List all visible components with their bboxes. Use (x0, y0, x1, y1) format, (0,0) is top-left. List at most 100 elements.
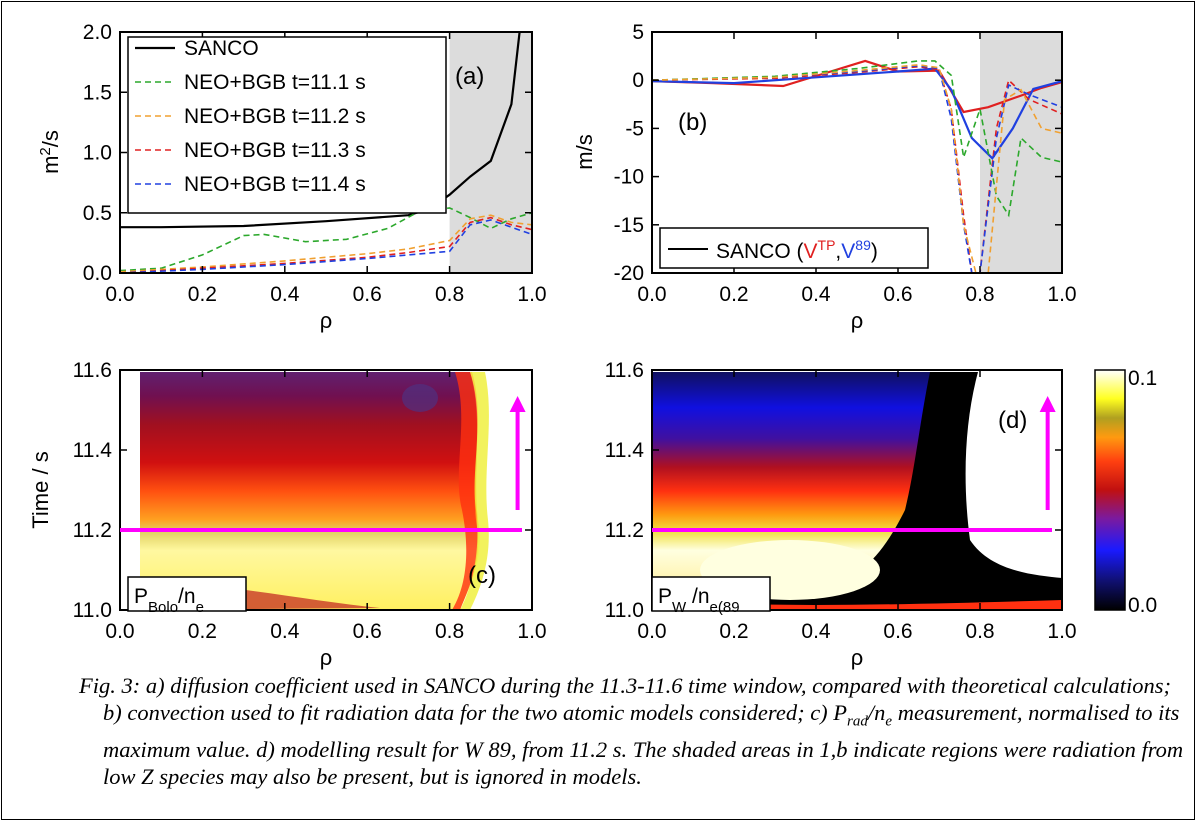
c-x-tick-label: 0.6 (353, 620, 382, 643)
b-series-line (652, 60, 1062, 218)
panel-b: 0.0 0.2 0.4 0.6 0.8 1.0 5 0 -5 -10 -15 -20 ρ m/s (b) SA… (572, 21, 1077, 333)
a-legend-label: NEO+BGB t=11.2 s (184, 105, 366, 128)
b-series-line (652, 65, 1062, 273)
b-y-label: m/s (572, 134, 597, 169)
b-legend-v89: V (841, 240, 855, 263)
d-x-tick-label: 0.8 (965, 620, 994, 643)
a-legend-label: NEO+BGB t=11.3 s (184, 139, 366, 162)
d-panel-label: (d) (998, 407, 1027, 434)
a-x-label: ρ (320, 308, 333, 333)
b-legend-prefix: SANCO ( (716, 240, 804, 263)
figure-caption: Fig. 3: a) diffusion coefficient used in… (79, 672, 1185, 790)
c-x-tick-label: 0.2 (188, 620, 217, 643)
b-x-tick-label: 0.6 (883, 283, 912, 306)
d-axes-frame (651, 369, 1063, 611)
b-y-tick-label: -5 (625, 117, 644, 140)
c-quantity-part: P (134, 585, 148, 608)
caption-sub-e: e (885, 713, 893, 730)
c-x-tick-label: 0.4 (270, 620, 300, 643)
b-legend-suffix: ) (871, 240, 878, 263)
d-quantity-part: /n (686, 585, 709, 608)
a-y-tick-label: 0.0 (83, 262, 112, 285)
b-legend-vtp-sup: TP (818, 237, 836, 253)
c-x-tick-label: 0.8 (435, 620, 464, 643)
c-quantity-part: Bolo (148, 599, 178, 616)
b-series-line (652, 63, 1062, 273)
colorbar-tick-max: 0.1 (1128, 367, 1157, 390)
c-heat-rim (460, 372, 489, 610)
panel-d: 0.0 0.2 0.4 0.6 0.8 1.0 11.0 11.2 11.4 11.6 ρ PW /n… (605, 359, 1158, 670)
a-y-tick-label: 2.0 (83, 21, 112, 44)
colorbar-tick-min: 0.0 (1128, 594, 1157, 617)
c-heat-field (140, 372, 480, 610)
c-y-label: Time / s (28, 451, 53, 528)
b-series-line (652, 67, 1062, 161)
c-quantity-label: PBolo/ne (134, 585, 204, 616)
panel-c: 0.0 0.2 0.4 0.6 0.8 1.0 11.0 11.2 11.4 11.6 ρ Time … (28, 359, 547, 670)
c-quantity-box (127, 576, 247, 612)
c-y-tick-label: 11.4 (73, 439, 113, 462)
d-quantity-part: e(89 (710, 599, 740, 616)
a-series-line (120, 214, 532, 273)
c-heat-edge (452, 372, 478, 610)
d-quantity-label: PW /ne(89 (658, 585, 740, 616)
c-quantity-part: e (196, 599, 204, 616)
b-x-tick-label: 0.0 (637, 283, 666, 306)
c-y-tick-label: 11.0 (73, 599, 112, 622)
d-x-tick-label: 0.4 (801, 620, 831, 643)
d-y-tick-label: 11.6 (605, 359, 644, 382)
c-axes-frame (119, 369, 533, 611)
b-y-tick-label: -20 (614, 262, 644, 285)
c-x-tick-label: 0.0 (105, 620, 134, 643)
a-y-label-sup: 2 (37, 147, 54, 155)
caption-fig-label: Fig. 3: (79, 673, 141, 698)
a-series-line (120, 219, 532, 273)
figure-panels: 0.0 0.2 0.4 0.6 0.8 1.0 0.0 0.5 1.0 1.5 2.0 ρ m2/s SA… (28, 21, 1158, 670)
c-y-tick-label: 11.6 (73, 359, 112, 382)
caption-sub-rad: rad (847, 713, 868, 730)
a-x-tick-label: 0.2 (188, 283, 217, 306)
d-quantity-part: W (672, 599, 687, 616)
a-series-line (120, 216, 532, 273)
colorbar (1094, 369, 1126, 611)
c-x-tick-label: 1.0 (517, 620, 546, 643)
d-quantity-box (651, 576, 771, 612)
b-x-tick-label: 1.0 (1047, 283, 1076, 306)
b-axes-frame (651, 31, 1063, 274)
a-y-label-rest: /s (38, 130, 63, 147)
c-quantity-part: /n (178, 585, 196, 608)
a-y-tick-label: 1.0 (83, 142, 112, 165)
d-time-arrow-head (1039, 396, 1056, 412)
a-legend-label: NEO+BGB t=11.1 s (184, 71, 366, 94)
caption-mid: /n (867, 700, 886, 725)
a-x-tick-label: 0.0 (105, 283, 134, 306)
a-y-tick-label: 1.5 (83, 81, 112, 104)
d-y-tick-label: 11.2 (605, 519, 644, 542)
b-legend-vtp: V (804, 240, 818, 263)
a-series-line (120, 207, 532, 272)
a-y-label: m2/s (37, 130, 64, 174)
a-x-tick-label: 1.0 (517, 283, 546, 306)
a-y-label-base: m (38, 156, 63, 174)
a-y-tick-label: 0.5 (83, 202, 112, 225)
b-series-line (652, 59, 1062, 114)
b-x-tick-label: 0.4 (801, 283, 831, 306)
d-quantity-part: P (658, 585, 672, 608)
b-x-tick-label: 0.2 (719, 283, 748, 306)
b-y-tick-label: 5 (632, 21, 644, 44)
caption-text-2: measurement, normalised to its maximum v… (103, 700, 1184, 789)
a-x-tick-label: 0.8 (435, 283, 464, 306)
d-y-tick-label: 11.4 (605, 439, 645, 462)
b-legend-label: SANCO (VTP,V89) (716, 237, 878, 263)
b-y-tick-label: 0 (632, 69, 644, 92)
a-legend-box (127, 36, 447, 214)
c-heat-blob (402, 384, 438, 412)
a-x-tick-label: 0.6 (353, 283, 382, 306)
d-x-label: ρ (851, 645, 864, 670)
a-legend-label: SANCO (184, 37, 259, 60)
d-x-tick-label: 0.0 (637, 620, 666, 643)
a-x-tick-label: 0.4 (270, 283, 300, 306)
c-y-tick-label: 11.2 (73, 519, 112, 542)
a-legend-label: NEO+BGB t=11.4 s (184, 173, 366, 196)
